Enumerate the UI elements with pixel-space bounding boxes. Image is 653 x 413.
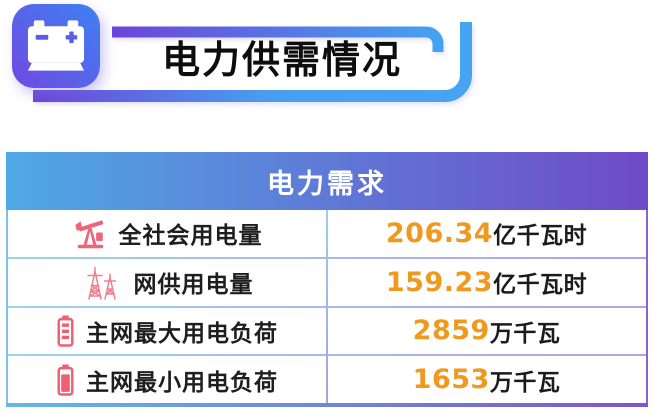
power-towers-icon (86, 266, 116, 300)
value-cell: 2859 万千瓦 (327, 308, 646, 355)
value-cell: 206.34 亿千瓦时 (327, 210, 646, 257)
metric-cell: 主网最大用电负荷 (8, 308, 327, 355)
table-body: 全社会用电量 206.34 亿千瓦时 (6, 210, 648, 403)
metric-cell: 全社会用电量 (8, 210, 327, 257)
table-row: 主网最大用电负荷 2859 万千瓦 (8, 308, 646, 355)
table-bottom-border (6, 403, 648, 407)
battery-badge (12, 4, 100, 88)
metric-label: 主网最大用电负荷 (86, 320, 278, 347)
metric-label: 网供用电量 (133, 272, 254, 299)
metric-cell: 网供用电量 (8, 259, 327, 306)
table-row: 主网最小用电负荷 1653 万千瓦 (8, 356, 646, 403)
metric-unit: 亿千瓦时 (493, 272, 588, 299)
table-title: 电力需求 (267, 168, 387, 200)
car-battery-icon (27, 19, 85, 71)
value-cell: 159.23 亿千瓦时 (327, 259, 646, 306)
battery-segments-icon (57, 315, 74, 347)
metric-unit: 万千瓦 (489, 320, 561, 347)
metric-value: 1653 (412, 364, 490, 396)
metric-unit: 万千瓦 (489, 369, 561, 396)
metric-unit: 亿千瓦时 (493, 223, 588, 250)
metric-value: 159.23 (385, 266, 494, 298)
metric-label: 全社会用电量 (118, 223, 263, 250)
page-title: 电力供需情况 (161, 38, 402, 82)
oil-pumpjack-icon (74, 220, 103, 249)
metric-value: 2859 (412, 315, 490, 347)
metric-cell: 主网最小用电负荷 (8, 356, 327, 403)
table-row: 全社会用电量 206.34 亿千瓦时 (8, 210, 646, 257)
table-row: 网供用电量 159.23 亿千瓦时 (8, 259, 646, 306)
header-frame-decoration (33, 22, 472, 102)
power-demand-table: 电力需求 全社会用电量 (6, 152, 648, 407)
battery-filled-icon (57, 364, 74, 396)
metric-label: 主网最小用电负荷 (86, 369, 278, 396)
column-divider (326, 210, 328, 403)
table-section-header: 电力需求 (6, 152, 648, 210)
value-cell: 1653 万千瓦 (327, 356, 646, 403)
metric-value: 206.34 (385, 217, 494, 249)
